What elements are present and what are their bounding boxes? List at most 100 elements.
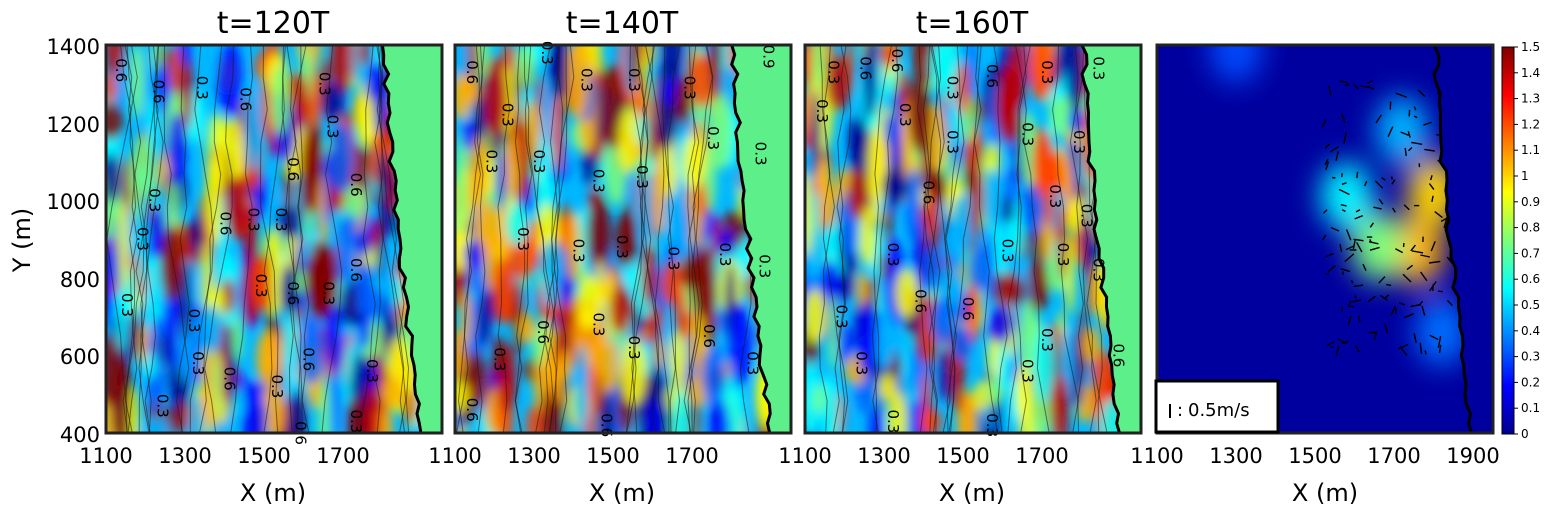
field-blob (549, 45, 570, 102)
field-blob (828, 294, 839, 371)
field-blob (242, 386, 267, 433)
field-blob (178, 45, 191, 67)
velocity-vector (1438, 290, 1443, 293)
field-blob (810, 89, 821, 176)
velocity-vector (1403, 313, 1414, 319)
contour-label: 0.3 (491, 347, 509, 371)
vector-legend-label: 0.5m/s (1188, 400, 1250, 421)
contour-label: 0.6 (236, 87, 254, 111)
panel-4-xlabel: X (m) (1292, 479, 1358, 507)
panel-1-xtick-1500: 1500 (237, 444, 290, 468)
contour-line (688, 45, 700, 433)
field-blob (1064, 234, 1075, 314)
field-blob (610, 283, 631, 334)
field-blob (505, 130, 519, 200)
colorbar-tick-label: 0.6 (1521, 272, 1540, 286)
colorbar-tick-label: 0.1 (1521, 401, 1540, 415)
field-blob (717, 229, 734, 256)
field-blob (983, 403, 993, 429)
velocity-vector (1408, 146, 1413, 152)
field-blob (856, 270, 868, 312)
contour-label: 0.6 (912, 289, 930, 313)
velocity-vector (1446, 299, 1453, 307)
velocity-vector (1325, 252, 1334, 258)
velocity-vector (1347, 305, 1354, 308)
field-blob (343, 185, 364, 218)
colorbar-tick-label: 0.4 (1521, 324, 1540, 338)
shoreline (1080, 45, 1121, 433)
contour-label: 0.3 (1018, 359, 1036, 383)
contour-line (372, 45, 384, 433)
velocity-vector (1386, 283, 1392, 287)
field-blob (505, 203, 529, 247)
contour-line (690, 45, 714, 433)
field-blob (154, 60, 170, 115)
field-blob (848, 118, 864, 161)
velocity-vector (1390, 305, 1397, 316)
field-blob (587, 197, 612, 270)
velocity-vector (1411, 141, 1423, 145)
contour-label: 0.6 (920, 180, 938, 204)
contour-line (993, 45, 1008, 433)
contour-line (1015, 45, 1027, 433)
field-blob (515, 121, 531, 200)
field-blob (938, 348, 951, 402)
velocity-vector (1443, 216, 1448, 229)
shoreline (1432, 45, 1473, 433)
contour-line (475, 45, 486, 433)
contour-line (122, 45, 145, 433)
field-blob (282, 307, 298, 398)
velocity-vector (1321, 118, 1327, 128)
velocity-vector (1364, 180, 1368, 187)
field-blob (576, 275, 602, 330)
field-blob (295, 269, 306, 294)
contour-line (1069, 45, 1108, 433)
panel-4-xtick-1900: 1900 (1446, 444, 1499, 468)
field-blob (871, 171, 880, 225)
contour-line (871, 45, 899, 433)
contour-label: 0.3 (268, 374, 286, 398)
contour-label: 0.6 (347, 173, 365, 197)
field-blob (329, 122, 354, 194)
velocity-vector (1328, 85, 1332, 96)
velocity-vector (1329, 146, 1339, 153)
colorbar: 1.5 1.4 1.3 1.2 1.1 1 0.9 0.8 0.7 0.6 0.5 0.4 0.3 0.2… (1501, 40, 1540, 441)
contour-line (138, 45, 159, 433)
field-blob (197, 304, 224, 354)
velocity-vector (1399, 302, 1406, 306)
contour-label: 0.3 (751, 142, 769, 166)
field-blob (225, 175, 249, 241)
velocity-vector (1345, 229, 1352, 241)
velocity-vector (1335, 151, 1339, 161)
panel-3-xtick-1500: 1500 (936, 444, 989, 468)
land-area (1433, 45, 1493, 433)
panel-4-plot (1155, 43, 1495, 435)
field-blob (710, 45, 723, 102)
contour-label: 0.6 (347, 258, 365, 282)
contour-label: 0.3 (589, 312, 607, 336)
field-blob (673, 174, 686, 265)
field-blob (304, 207, 313, 240)
contour-label: 0.3 (999, 239, 1017, 263)
contour-label: 0.3 (625, 68, 643, 92)
field-blob (160, 225, 184, 302)
colorbar-tick-label: 0.3 (1521, 350, 1540, 364)
colorbar-tick-label: 0.7 (1521, 246, 1540, 260)
panel-4-xtick-1100: 1100 (1130, 444, 1183, 468)
contour-label: 0.3 (833, 305, 851, 329)
contour-label: 0.3 (514, 227, 532, 251)
panel-1: t=120T 0.6 0.6 0.3 0.6 0.3 0.3 0.3 0.3 0.6 0.3 0.3… (8, 6, 444, 507)
panel-4-xtick-1700: 1700 (1367, 444, 1420, 468)
panel-3-xticks: 1100 1300 1500 1700 (778, 444, 1068, 468)
contour-line (822, 45, 849, 433)
contour-line (549, 45, 564, 433)
field-blob (702, 344, 726, 408)
field-blob (180, 263, 192, 340)
contour-label: 0.3 (665, 246, 683, 270)
field-blob (895, 268, 919, 318)
contour-line (945, 45, 965, 433)
contour-line (523, 45, 554, 433)
contour-label: 0.3 (704, 126, 722, 150)
contour-line (456, 45, 485, 433)
contour-line (651, 45, 670, 433)
